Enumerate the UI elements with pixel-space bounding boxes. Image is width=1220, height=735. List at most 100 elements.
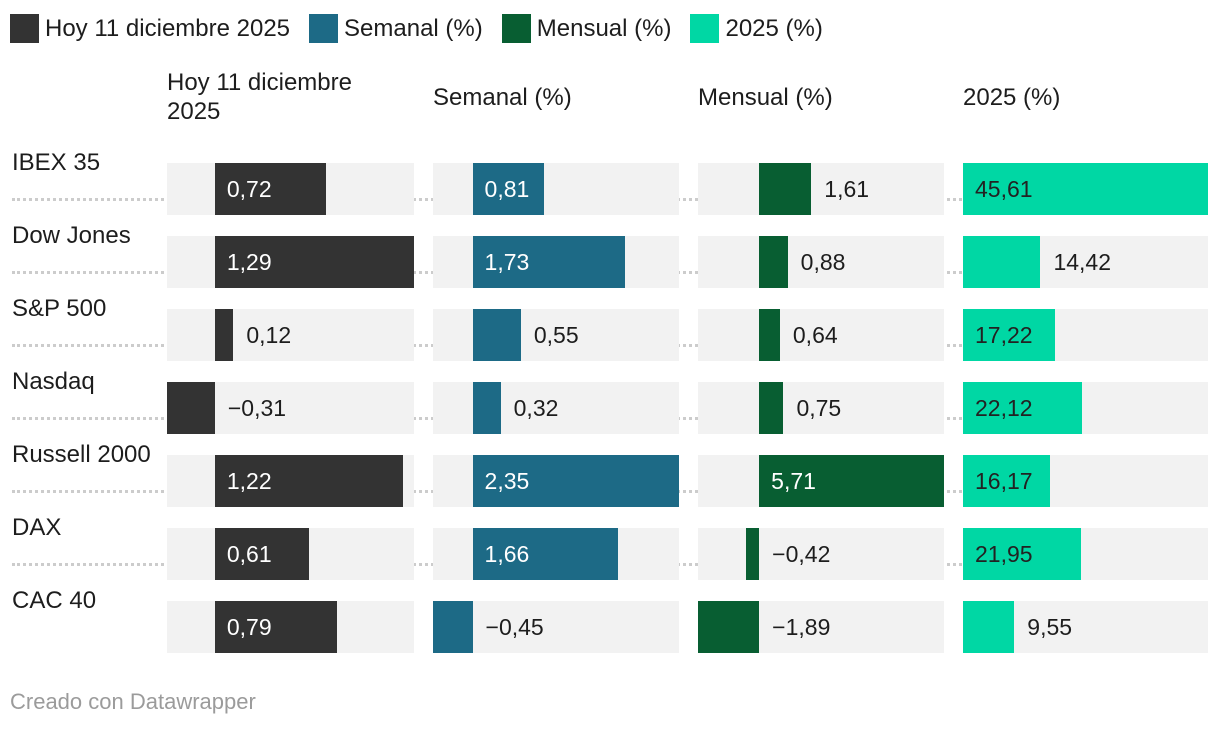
bar-track: 16,17 <box>963 455 1208 507</box>
bar-track: 0,79 <box>167 601 414 653</box>
legend-item-2025: 2025 (%) <box>690 13 823 43</box>
bar <box>759 163 812 215</box>
bar <box>759 455 944 507</box>
chart-rows: IBEX 35 0,72 0,81 1,61 45,61 Dow Jones 1,29 1,7… <box>0 137 1220 653</box>
legend: Hoy 11 diciembre 2025 Semanal (%) Mensua… <box>10 13 1220 43</box>
bar-track: 0,32 <box>433 382 679 434</box>
bar-value-label: −0,31 <box>227 395 287 421</box>
bar-value-label: 9,55 <box>1027 614 1073 640</box>
bar <box>963 309 1056 361</box>
bar-track: 0,64 <box>698 309 944 361</box>
bar <box>759 309 780 361</box>
bar-track: 0,72 <box>167 163 414 215</box>
row-label: Dow Jones <box>12 222 131 249</box>
bar <box>698 601 760 653</box>
bar-value-label: 0,12 <box>246 322 292 348</box>
row-label: Russell 2000 <box>12 441 151 468</box>
bar-track: 0,61 <box>167 528 414 580</box>
bar-value-label: 0,75 <box>796 395 842 421</box>
bar-value-label: 1,22 <box>226 468 272 494</box>
bar-track: 2,35 <box>433 455 679 507</box>
bar-value-label: 21,95 <box>975 541 1033 567</box>
bar <box>214 163 326 215</box>
bar-track: −0,42 <box>698 528 944 580</box>
row-label: DAX <box>12 514 62 541</box>
bar-track: 1,29 <box>167 236 414 288</box>
legend-item-semanal: Semanal (%) <box>309 13 483 43</box>
legend-label-2025: 2025 (%) <box>725 14 823 42</box>
table-row: Nasdaq −0,31 0,32 0,75 22,12 <box>12 356 1220 434</box>
bar-track: 0,75 <box>698 382 944 434</box>
bar-track: 21,95 <box>963 528 1208 580</box>
bar-value-label: −1,89 <box>772 614 831 640</box>
bar <box>963 163 1208 215</box>
legend-swatch-2025 <box>690 13 720 43</box>
bar-value-label: 1,61 <box>824 176 870 202</box>
bar-value-label: −0,45 <box>485 614 544 640</box>
bar <box>963 601 1015 653</box>
legend-label-hoy: Hoy 11 diciembre 2025 <box>45 14 291 42</box>
bar-value-label: 0,88 <box>800 249 846 275</box>
row-label: Nasdaq <box>12 368 95 395</box>
column-header-hoy: Hoy 11 diciembre 2025 <box>167 69 352 125</box>
bar <box>963 236 1041 288</box>
bar-track: 45,61 <box>963 163 1208 215</box>
row-label: CAC 40 <box>12 587 97 614</box>
bar-value-label: 1,66 <box>484 541 530 567</box>
bar-value-label: 14,42 <box>1053 249 1112 275</box>
column-header-mensual: Mensual (%) <box>698 83 833 111</box>
bar <box>214 528 309 580</box>
bar-track: 9,55 <box>963 601 1208 653</box>
legend-swatch-hoy <box>10 13 39 43</box>
bar <box>759 236 788 288</box>
bar <box>433 601 473 653</box>
bar-track: 5,71 <box>698 455 944 507</box>
bar <box>745 528 760 580</box>
bar-track: 22,12 <box>963 382 1208 434</box>
bar-value-label: 1,29 <box>226 249 272 275</box>
bar-value-label: 0,64 <box>792 322 838 348</box>
bar-value-label: 16,17 <box>975 468 1033 494</box>
bar-track: 1,61 <box>698 163 944 215</box>
column-headers: Hoy 11 diciembre 2025 Semanal (%) Mensua… <box>12 64 1220 130</box>
bar-value-label: 2,35 <box>484 468 530 494</box>
bar-value-label: 0,55 <box>533 322 579 348</box>
bar <box>472 455 679 507</box>
bar-track: 0,81 <box>433 163 679 215</box>
bar-track: −0,31 <box>167 382 414 434</box>
legend-swatch-mensual <box>501 13 531 43</box>
bar-value-label: 5,71 <box>771 468 816 494</box>
bar <box>472 236 625 288</box>
bar <box>759 382 784 434</box>
legend-swatch-semanal <box>309 13 339 43</box>
bar-value-label: 22,12 <box>975 395 1033 421</box>
legend-label-semanal: Semanal (%) <box>344 14 483 42</box>
bar-track: 0,55 <box>433 309 679 361</box>
table-row: IBEX 35 0,72 0,81 1,61 45,61 <box>12 137 1220 215</box>
bar-track: 0,88 <box>698 236 944 288</box>
bar-track: 1,73 <box>433 236 679 288</box>
legend-label-mensual: Mensual (%) <box>536 14 672 42</box>
bar <box>963 455 1050 507</box>
bar <box>167 382 215 434</box>
bar-value-label: 0,81 <box>484 176 530 202</box>
legend-item-mensual: Mensual (%) <box>501 13 672 43</box>
bar <box>472 382 501 434</box>
row-label: IBEX 35 <box>12 149 101 176</box>
row-label: S&P 500 <box>12 295 107 322</box>
bar <box>214 309 234 361</box>
bar <box>963 528 1081 580</box>
bar-value-label: 1,73 <box>484 249 530 275</box>
bar-track: −0,45 <box>433 601 679 653</box>
datawrapper-credit-link[interactable]: Creado con Datawrapper <box>10 689 256 714</box>
bar-track: −1,89 <box>698 601 944 653</box>
bar <box>472 309 521 361</box>
bar <box>214 455 404 507</box>
bar-value-label: 0,61 <box>226 541 272 567</box>
bar-value-label: 17,22 <box>975 322 1033 348</box>
table-row: CAC 40 0,79 −0,45 −1,89 9,55 <box>12 575 1220 653</box>
bar-track: 1,66 <box>433 528 679 580</box>
legend-item-hoy: Hoy 11 diciembre 2025 <box>10 13 291 43</box>
bar <box>214 236 414 288</box>
table-row: DAX 0,61 1,66 −0,42 21,95 <box>12 502 1220 580</box>
